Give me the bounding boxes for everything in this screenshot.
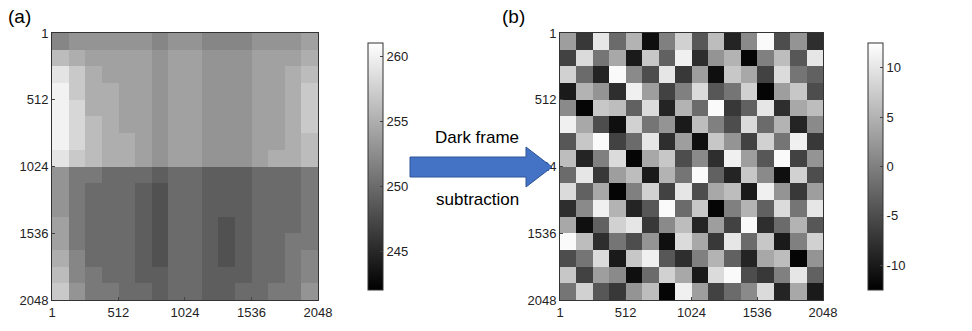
svg-text:1024: 1024	[677, 305, 706, 320]
svg-text:1536: 1536	[743, 305, 772, 320]
svg-text:1536: 1536	[237, 305, 266, 320]
svg-text:1: 1	[48, 305, 55, 320]
svg-text:Dark frame: Dark frame	[435, 128, 519, 147]
svg-text:2048: 2048	[809, 305, 838, 320]
svg-text:(a): (a)	[8, 6, 31, 27]
svg-text:512: 512	[535, 92, 557, 107]
svg-text:1536: 1536	[19, 226, 48, 241]
svg-text:1024: 1024	[170, 305, 199, 320]
svg-text:255: 255	[387, 114, 409, 129]
svg-text:1: 1	[549, 26, 556, 41]
svg-text:245: 245	[387, 244, 409, 259]
svg-text:2048: 2048	[304, 305, 333, 320]
svg-text:1536: 1536	[527, 226, 556, 241]
svg-text:260: 260	[387, 49, 409, 64]
svg-text:512: 512	[108, 305, 130, 320]
svg-text:0: 0	[887, 159, 894, 174]
svg-text:10: 10	[887, 60, 901, 75]
svg-text:1024: 1024	[527, 159, 556, 174]
svg-text:1: 1	[41, 26, 48, 41]
svg-text:subtraction: subtraction	[436, 190, 519, 209]
svg-text:2048: 2048	[19, 293, 48, 308]
svg-text:(b): (b)	[502, 6, 525, 27]
svg-text:5: 5	[887, 110, 894, 125]
svg-text:-5: -5	[887, 208, 899, 223]
svg-text:1024: 1024	[19, 159, 48, 174]
svg-text:1: 1	[556, 305, 563, 320]
svg-text:512: 512	[27, 92, 49, 107]
svg-text:2048: 2048	[527, 293, 556, 308]
svg-text:-10: -10	[887, 258, 906, 273]
svg-text:512: 512	[615, 305, 637, 320]
svg-text:250: 250	[387, 179, 409, 194]
